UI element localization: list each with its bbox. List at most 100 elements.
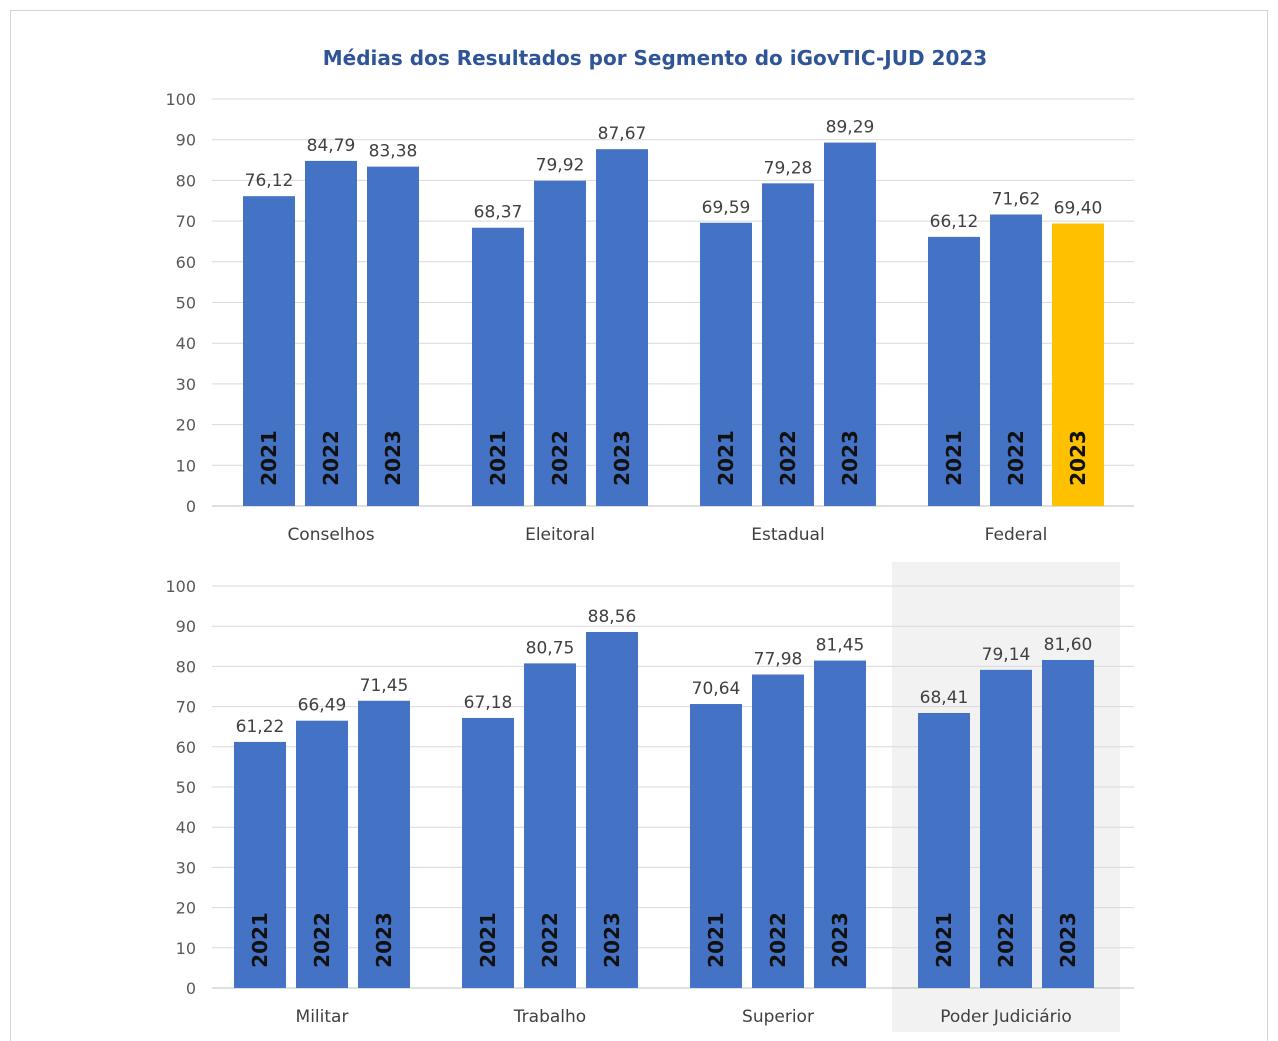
bar [243, 196, 295, 507]
data-label: 79,14 [982, 645, 1031, 665]
series-year-label: 2021 [932, 912, 956, 968]
bar [596, 149, 648, 506]
category-label: Trabalho [513, 1007, 586, 1027]
data-label: 68,41 [920, 688, 969, 708]
series-year-label: 2022 [319, 430, 343, 486]
bar [472, 227, 524, 506]
bar [824, 142, 876, 506]
bar [234, 741, 286, 988]
y-tick-label: 0 [186, 979, 196, 998]
y-tick-label: 10 [176, 456, 196, 475]
series-year-label: 2022 [548, 430, 572, 486]
series-year-label: 2023 [1066, 430, 1090, 486]
category-label: Federal [985, 525, 1048, 545]
category-label: Superior [742, 1007, 814, 1027]
y-tick-label: 10 [176, 939, 196, 958]
y-tick-label: 30 [176, 375, 196, 394]
y-tick-label: 40 [176, 818, 196, 837]
data-label: 79,92 [536, 156, 585, 176]
data-label: 83,38 [369, 142, 418, 162]
data-label: 89,29 [826, 118, 875, 138]
y-tick-label: 70 [176, 698, 196, 717]
y-tick-label: 80 [176, 171, 196, 190]
data-label: 88,56 [588, 607, 637, 627]
bar [367, 166, 419, 506]
data-label: 67,18 [464, 693, 513, 713]
data-label: 79,28 [764, 158, 813, 178]
series-year-label: 2022 [538, 912, 562, 968]
y-tick-label: 50 [176, 294, 196, 313]
y-tick-label: 30 [176, 858, 196, 877]
y-tick-label: 40 [176, 334, 196, 353]
series-year-label: 2023 [381, 430, 405, 486]
y-tick-label: 0 [186, 497, 196, 516]
data-label: 81,45 [816, 636, 865, 656]
series-year-label: 2023 [828, 912, 852, 968]
bar [814, 660, 866, 988]
y-tick-label: 90 [176, 617, 196, 636]
bar [928, 236, 980, 506]
bar [980, 669, 1032, 988]
data-label: 71,45 [360, 676, 409, 696]
data-label: 69,59 [702, 198, 751, 218]
data-label: 84,79 [307, 136, 356, 156]
data-label: 71,62 [992, 190, 1041, 210]
category-label: Eleitoral [525, 525, 595, 545]
data-label: 66,12 [930, 212, 979, 232]
bar [462, 717, 514, 988]
series-year-label: 2022 [776, 430, 800, 486]
y-tick-label: 60 [176, 253, 196, 272]
data-label: 68,37 [474, 203, 523, 223]
series-year-label: 2021 [704, 912, 728, 968]
data-label: 61,22 [236, 717, 285, 737]
y-tick-label: 70 [176, 212, 196, 231]
data-label: 76,12 [245, 171, 294, 191]
bar [700, 222, 752, 506]
series-year-label: 2022 [310, 912, 334, 968]
category-label: Conselhos [287, 525, 374, 545]
series-year-label: 2022 [766, 912, 790, 968]
bar [358, 700, 410, 988]
series-year-label: 2021 [476, 912, 500, 968]
data-label: 77,98 [754, 650, 803, 670]
category-label: Estadual [751, 525, 824, 545]
y-tick-label: 80 [176, 657, 196, 676]
bar [296, 720, 348, 988]
y-tick-label: 50 [176, 778, 196, 797]
y-tick-label: 20 [176, 899, 196, 918]
category-label: Poder Judiciário [940, 1007, 1072, 1027]
bar [690, 704, 742, 988]
series-year-label: 2023 [1056, 912, 1080, 968]
bar [762, 183, 814, 507]
series-year-label: 2021 [486, 430, 510, 486]
series-year-label: 2023 [838, 430, 862, 486]
bar [1042, 659, 1094, 988]
bar [918, 712, 970, 988]
y-tick-label: 60 [176, 738, 196, 757]
y-tick-label: 100 [165, 90, 196, 109]
data-label: 87,67 [598, 124, 647, 144]
bar [1052, 223, 1104, 507]
series-year-label: 2021 [248, 912, 272, 968]
series-year-label: 2023 [372, 912, 396, 968]
data-label: 80,75 [526, 638, 575, 658]
chart-title: Médias dos Resultados por Segmento do iG… [323, 46, 987, 70]
y-tick-label: 90 [176, 131, 196, 150]
bar [990, 214, 1042, 507]
bar [534, 180, 586, 507]
series-year-label: 2023 [600, 912, 624, 968]
data-label: 69,40 [1054, 199, 1103, 219]
data-label: 70,64 [692, 679, 741, 699]
bar [752, 674, 804, 988]
bar [586, 631, 638, 988]
series-year-label: 2021 [714, 430, 738, 486]
bar [524, 663, 576, 988]
series-year-label: 2022 [994, 912, 1018, 968]
data-label: 81,60 [1044, 635, 1093, 655]
y-tick-label: 20 [176, 416, 196, 435]
data-label: 66,49 [298, 696, 347, 716]
series-year-label: 2021 [257, 430, 281, 486]
y-tick-label: 100 [165, 577, 196, 596]
series-year-label: 2023 [610, 430, 634, 486]
